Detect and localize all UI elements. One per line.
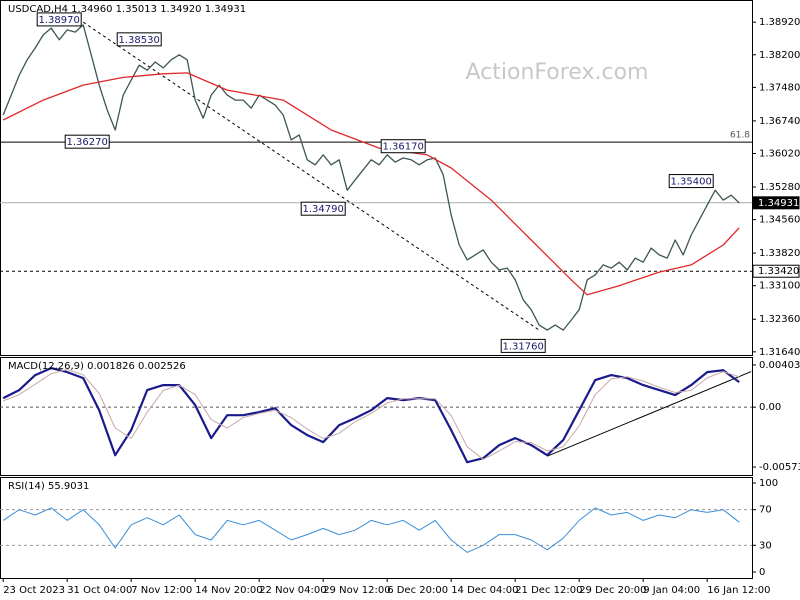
annotation-box bbox=[668, 174, 714, 189]
annotation-label: 1.35400 bbox=[671, 177, 712, 188]
y-tick-label: 1.31640 bbox=[759, 347, 800, 358]
y-tick-label: 1.35280 bbox=[759, 182, 800, 193]
y-tick-label: 30 bbox=[759, 540, 772, 551]
x-tick-label: 23 Oct 2023 bbox=[3, 585, 65, 596]
annotation-box bbox=[116, 32, 162, 47]
panel-frame bbox=[0, 477, 753, 579]
series-line bbox=[3, 369, 740, 460]
y-tick-label: -0.005737 bbox=[759, 462, 800, 473]
annotation-label: 1.31760 bbox=[503, 341, 544, 352]
level-box bbox=[752, 264, 800, 278]
series-line bbox=[2, 507, 740, 553]
x-tick-label: 16 Jan 12:00 bbox=[707, 585, 770, 596]
panel-title: RSI(14) 55.9031 bbox=[8, 481, 89, 492]
y-tick-label: 1.38920 bbox=[759, 17, 800, 28]
panel-title: USDCAD,H4 1.34960 1.35013 1.34920 1.3493… bbox=[8, 4, 246, 15]
panel-frame bbox=[0, 0, 753, 356]
annotation-box bbox=[380, 139, 426, 154]
y-tick-label: 1.32360 bbox=[759, 314, 800, 325]
y-tick-label: 1.34560 bbox=[759, 215, 800, 226]
y-tick-label: 1.33100 bbox=[759, 281, 800, 292]
y-tick-label: 0 bbox=[759, 567, 765, 578]
trendline bbox=[547, 371, 752, 457]
y-tick-label: 0.00 bbox=[759, 402, 781, 413]
x-tick-label: 31 Oct 04:00 bbox=[67, 585, 132, 596]
x-tick-label: 22 Nov 04:00 bbox=[259, 585, 326, 596]
y-tick-label: 0.004038 bbox=[759, 360, 800, 371]
y-tick-label: 1.37480 bbox=[759, 82, 800, 93]
x-tick-label: 14 Dec 04:00 bbox=[451, 585, 518, 596]
x-tick-label: 7 Nov 12:00 bbox=[131, 585, 192, 596]
y-tick-label: 70 bbox=[759, 505, 772, 516]
series-line bbox=[2, 24, 740, 331]
series-line bbox=[2, 367, 740, 464]
panel-frame bbox=[0, 357, 753, 476]
annotation-label: 1.38970 bbox=[39, 15, 80, 26]
annotation-label: 1.34790 bbox=[303, 204, 344, 215]
annotation-label: 1.36270 bbox=[67, 137, 108, 148]
annotation-box bbox=[36, 12, 82, 27]
x-tick-label: 21 Dec 12:00 bbox=[515, 585, 582, 596]
x-tick-label: 6 Dec 20:00 bbox=[387, 585, 448, 596]
level-box bbox=[752, 196, 800, 210]
level-label: 1.34931 bbox=[758, 198, 799, 209]
y-tick-label: 100 bbox=[759, 478, 778, 489]
annotation-label: 1.38530 bbox=[119, 35, 160, 46]
y-tick-label: 1.33820 bbox=[759, 248, 800, 259]
annotation-box bbox=[64, 134, 110, 149]
x-tick-label: 29 Nov 12:00 bbox=[323, 585, 390, 596]
y-tick-label: 1.38200 bbox=[759, 50, 800, 61]
level-label: 1.33420 bbox=[758, 266, 799, 277]
annotation-box bbox=[500, 338, 546, 353]
annotation-box bbox=[300, 201, 346, 216]
series-line bbox=[2, 72, 740, 296]
x-tick-label: 29 Dec 20:00 bbox=[579, 585, 646, 596]
panel-title: MACD(12,26,9) 0.001826 0.002526 bbox=[8, 361, 186, 372]
y-tick-label: 1.36740 bbox=[759, 116, 800, 127]
watermark: ActionForex.com bbox=[466, 60, 649, 85]
x-tick-label: 9 Jan 04:00 bbox=[643, 585, 700, 596]
x-tick-label: 14 Nov 20:00 bbox=[195, 585, 262, 596]
y-tick-label: 1.36020 bbox=[759, 149, 800, 160]
annotation-label: 1.36170 bbox=[383, 142, 424, 153]
level-label: 61.8 bbox=[730, 131, 750, 141]
